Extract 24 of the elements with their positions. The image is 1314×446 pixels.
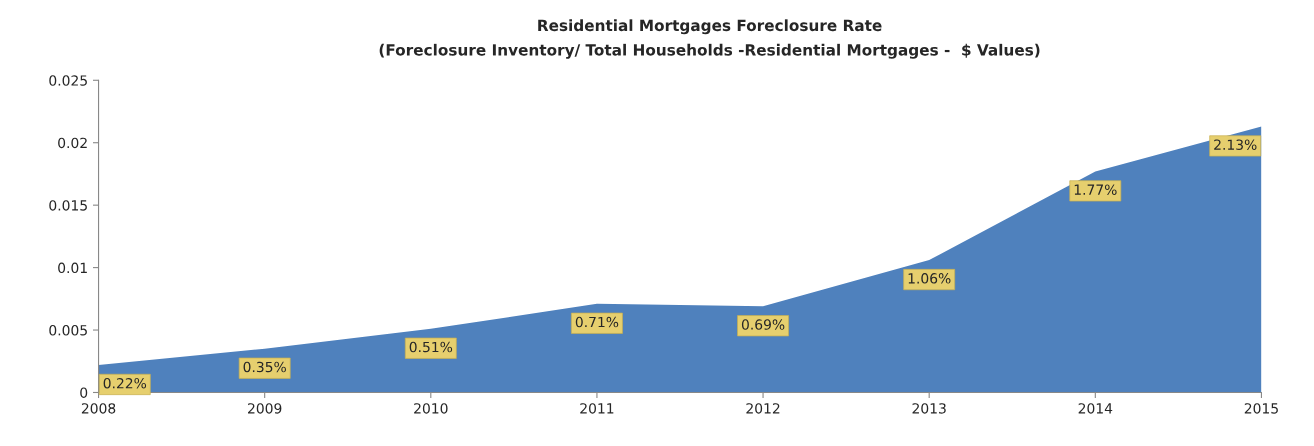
data-label: 1.77%	[1074, 184, 1117, 195]
chart-title: Residential Mortgages Foreclosure Rate	[538, 19, 882, 35]
data-label: 0.69%	[741, 319, 785, 330]
x-tick-label: 2015	[1244, 403, 1278, 414]
x-tick-label: 2012	[746, 403, 780, 414]
y-tick-label: 0.015	[49, 200, 87, 211]
y-tick-label: 0	[80, 387, 88, 398]
x-tick-label: 2008	[81, 403, 116, 414]
x-tick-label: 2010	[414, 403, 448, 414]
data-label: 0.51%	[409, 341, 453, 353]
data-label: 0.22%	[103, 377, 147, 389]
x-tick-label: 2013	[912, 403, 946, 414]
y-tick-label: 0.01	[58, 262, 87, 274]
x-tick-label: 2009	[248, 403, 282, 414]
y-tick-label: 0.025	[49, 75, 87, 86]
x-tick-label: 2014	[1078, 403, 1113, 414]
data-label: 0.71%	[575, 316, 619, 328]
data-label: 1.06%	[908, 273, 951, 284]
y-tick-label: 0.005	[49, 325, 87, 336]
data-label: 0.35%	[243, 361, 286, 373]
y-tick-label: 0.02	[58, 137, 87, 149]
data-label: 2.13%	[1214, 139, 1257, 150]
x-tick-label: 2011	[580, 403, 614, 414]
chart-subtitle: (Foreclosure Inventory/ Total Households -Residential Mortgages - $ Values)	[379, 43, 1040, 59]
